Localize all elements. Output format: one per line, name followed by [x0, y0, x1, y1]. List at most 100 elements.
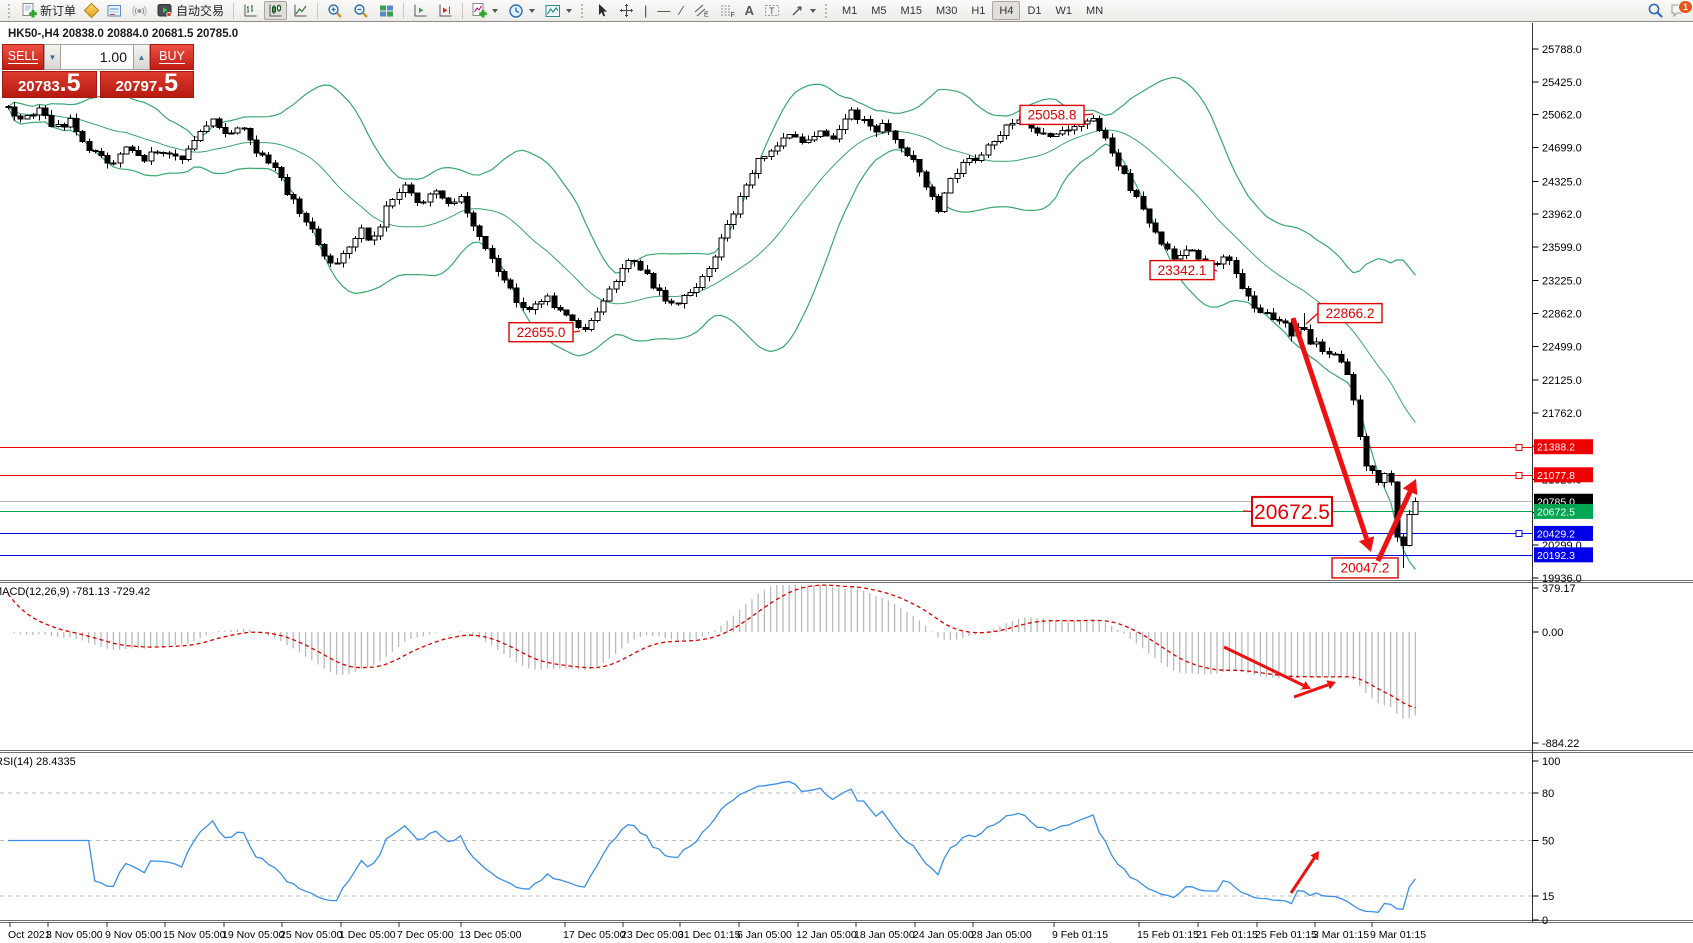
price-callouts[interactable]: 25058.8 23342.1 22866.2 22655.0 20672.5 20047…	[508, 104, 1399, 579]
hline-handle[interactable]	[1515, 530, 1523, 537]
timeframe-button-mn[interactable]: MN	[1079, 1, 1110, 20]
rsi-up-arrow[interactable]	[1289, 857, 1316, 894]
text-label-button[interactable]: T	[760, 1, 784, 20]
svg-text:13 Dec 05:00: 13 Dec 05:00	[459, 929, 522, 941]
autotrading-button[interactable]: 自动交易	[153, 1, 228, 20]
macd-flat-arrow[interactable]	[1293, 683, 1329, 699]
notifications-button[interactable]: 1	[1670, 0, 1693, 19]
svg-text:15 Feb 01:15: 15 Feb 01:15	[1137, 929, 1199, 941]
channel-button[interactable]: E	[689, 1, 713, 20]
svg-text:23 Dec 05:00: 23 Dec 05:00	[621, 929, 684, 941]
text-button[interactable]: A	[741, 1, 758, 20]
hline-handle[interactable]	[1515, 472, 1523, 479]
volume-input[interactable]: 1.00	[61, 44, 133, 70]
shapes-dropdown-caret	[809, 8, 816, 13]
volume-increase-button[interactable]: ▲	[133, 44, 150, 70]
svg-text:50: 50	[1542, 836, 1554, 848]
svg-text:E: E	[704, 12, 709, 19]
callout-25058.8[interactable]	[1019, 104, 1085, 126]
search-button[interactable]	[1643, 1, 1668, 20]
timeframe-button-m15[interactable]: M15	[894, 1, 929, 20]
buy-button[interactable]: BUY	[150, 44, 194, 70]
profiles-button[interactable]	[82, 1, 101, 20]
templates-button[interactable]	[541, 1, 576, 20]
callout-23342.1[interactable]	[1149, 259, 1215, 281]
svg-text:7 Dec 05:00: 7 Dec 05:00	[397, 929, 454, 941]
svg-text:25425.0: 25425.0	[1542, 77, 1582, 89]
svg-text:1 Dec 05:00: 1 Dec 05:00	[339, 929, 396, 941]
chart-line-button[interactable]	[289, 1, 312, 20]
sell-price-frac: .5	[59, 69, 81, 97]
new-order-button[interactable]: 新订单	[18, 1, 80, 20]
svg-text:22499.0: 22499.0	[1542, 341, 1582, 353]
timeframe-button-w1[interactable]: W1	[1049, 1, 1080, 20]
svg-text:22655.0: 22655.0	[517, 325, 566, 340]
svg-text:0: 0	[1542, 915, 1548, 927]
macd-down-arrow[interactable]	[1223, 645, 1305, 687]
svg-text:21762.0: 21762.0	[1542, 408, 1582, 420]
svg-text:20672.5: 20672.5	[1254, 501, 1330, 524]
svg-text:25788.0: 25788.0	[1542, 44, 1582, 56]
toolbar-separator	[462, 2, 464, 19]
sell-button[interactable]: SELL	[2, 44, 44, 70]
auto-scroll-button[interactable]	[409, 1, 432, 20]
buy-price[interactable]: 20797 .5	[99, 71, 194, 98]
vertical-line-button[interactable]: |	[640, 1, 651, 20]
chart-candles-button[interactable]	[264, 1, 288, 20]
volume-decrease-button[interactable]: ▼	[44, 44, 61, 70]
timeframe-button-h1[interactable]: H1	[964, 1, 992, 20]
callout-20047.2[interactable]	[1331, 557, 1399, 579]
svg-text:379.17: 379.17	[1542, 583, 1576, 595]
rsi-label: RSI(14) 28.4335	[0, 756, 76, 768]
sell-price-int: 20783	[17, 78, 60, 95]
svg-text:22862.0: 22862.0	[1542, 309, 1582, 321]
toolbar-grip	[824, 3, 830, 18]
callout-22655.0[interactable]	[508, 322, 574, 343]
svg-text:Oct 2021: Oct 2021	[8, 929, 51, 941]
profiles-icon	[83, 2, 100, 19]
fibonacci-button[interactable]: F	[715, 1, 739, 20]
arrows-shapes-button[interactable]	[786, 1, 820, 20]
navigator-button[interactable]	[128, 1, 151, 20]
indicators-dropdown-caret	[492, 8, 499, 13]
crosshair-button[interactable]	[615, 1, 638, 20]
svg-text:20047.2: 20047.2	[1341, 561, 1390, 576]
svg-text:28 Jan 05:00: 28 Jan 05:00	[971, 929, 1032, 941]
chart-bars-button[interactable]	[239, 1, 262, 20]
zoom-out-button[interactable]	[349, 1, 373, 20]
trendline-button[interactable]: ∕	[676, 1, 686, 20]
svg-text:6 Jan 05:00: 6 Jan 05:00	[737, 929, 792, 941]
timeframe-button-m1[interactable]: M1	[835, 1, 864, 20]
periods-button[interactable]	[504, 1, 539, 20]
tile-windows-button[interactable]	[375, 1, 398, 20]
trend-down-arrow[interactable]	[1290, 317, 1369, 540]
sell-price[interactable]: 20783 .5	[2, 71, 97, 98]
svg-text:18 Jan 05:00: 18 Jan 05:00	[854, 929, 915, 941]
callout-22866.2[interactable]	[1317, 302, 1383, 324]
rebound-up-arrow[interactable]	[1375, 490, 1413, 563]
svg-text:23599.0: 23599.0	[1542, 242, 1582, 254]
svg-text:15 Nov 05:00: 15 Nov 05:00	[163, 929, 226, 941]
timeframe-button-h4[interactable]: H4	[992, 1, 1021, 21]
svg-text:-884.22: -884.22	[1542, 738, 1579, 750]
hline-handle[interactable]	[1515, 444, 1523, 451]
annotation-arrows[interactable]	[1223, 317, 1418, 894]
cursor-button[interactable]	[591, 1, 613, 20]
callout-20672.5[interactable]	[1251, 495, 1333, 527]
crosshair-icon	[620, 4, 634, 17]
svg-text:T: T	[769, 6, 775, 16]
svg-text:0.00: 0.00	[1542, 627, 1563, 639]
one-click-trading-panel: SELL ▼ 1.00 ▲ BUY 20783 .5 20797 .5	[2, 44, 194, 98]
macd-indicator: 379.17 0.00 -884.22 MACD(12,26,9) -781.13 -…	[0, 583, 1579, 750]
market-watch-button[interactable]	[103, 1, 126, 20]
chart-shift-button[interactable]	[434, 1, 457, 20]
timeframe-group: M1 M5 M15 M30 H1 H4 D1 W1 MN	[835, 1, 1110, 21]
timeframe-button-m30[interactable]: M30	[929, 1, 964, 20]
timeframe-button-d1[interactable]: D1	[1020, 1, 1048, 20]
horizontal-line-button[interactable]: —	[653, 1, 674, 20]
zoom-in-button[interactable]	[323, 1, 347, 20]
timeframe-button-m5[interactable]: M5	[864, 1, 893, 20]
indicators-button[interactable]	[468, 1, 502, 20]
